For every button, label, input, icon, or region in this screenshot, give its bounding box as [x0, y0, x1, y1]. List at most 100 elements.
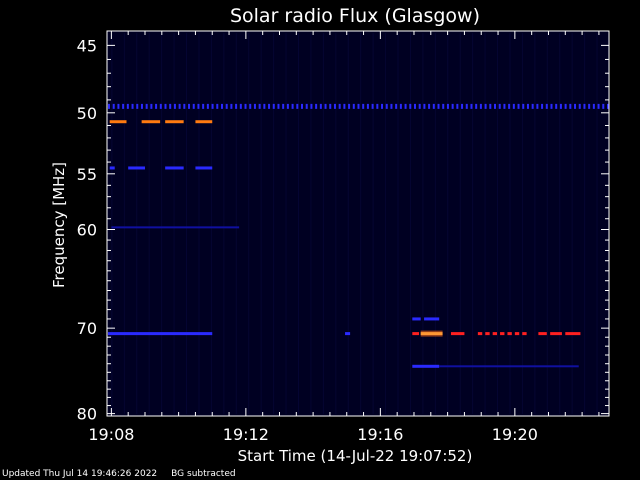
x-tick-label: 19:16	[357, 425, 403, 444]
emission-mark	[423, 103, 426, 109]
chart-title: Solar radio Flux (Glasgow)	[230, 5, 480, 27]
emission-mark	[381, 103, 384, 109]
emission-mark	[550, 332, 562, 336]
background-stripe	[223, 33, 225, 414]
emission-mark	[112, 103, 115, 109]
emission-mark	[545, 103, 548, 109]
emission-mark	[390, 103, 393, 109]
background-stripe	[360, 33, 362, 414]
emission-mark	[555, 103, 558, 109]
emission-mark	[225, 103, 228, 109]
y-tick-label: 50	[77, 104, 97, 123]
background-stripe	[422, 33, 424, 414]
y-tick-label: 80	[77, 405, 97, 424]
emission-mark	[526, 103, 529, 109]
emission-mark	[362, 103, 365, 109]
emission-mark	[253, 103, 256, 109]
background-stripe	[571, 33, 573, 414]
emission-mark	[456, 103, 459, 109]
background-stripe	[310, 33, 312, 414]
updated-timestamp: Updated Thu Jul 14 19:46:26 2022	[2, 469, 158, 479]
background-stripe	[484, 33, 486, 414]
background-stripe	[248, 33, 250, 414]
background-stripe	[186, 33, 188, 414]
footer: Updated Thu Jul 14 19:46:26 2022 BG subtr…	[2, 469, 250, 479]
emission-mark	[131, 103, 134, 109]
emission-mark	[216, 103, 219, 109]
emission-mark	[371, 103, 374, 109]
background-stripe	[297, 33, 299, 414]
emission-mark	[514, 332, 520, 336]
emission-mark	[424, 317, 440, 321]
emission-mark	[117, 103, 120, 109]
background-stripe	[372, 33, 374, 414]
emission-mark	[477, 332, 483, 336]
background-stripe	[285, 33, 287, 414]
emission-mark	[197, 103, 200, 109]
emission-mark	[108, 103, 111, 109]
emission-mark	[517, 103, 520, 109]
emission-mark	[122, 103, 125, 109]
x-axis: 19:08 19:12 19:16 19:20	[88, 31, 600, 444]
background-stripe	[173, 33, 175, 414]
emission-mark	[141, 120, 161, 124]
emission-mark	[202, 103, 205, 109]
background-stripe	[397, 33, 399, 414]
emission-mark	[286, 103, 289, 109]
background-stripe	[434, 33, 436, 414]
emission-mark	[538, 332, 547, 336]
emission-mark	[165, 166, 184, 170]
background-stripe	[148, 33, 150, 414]
emission-mark	[475, 103, 478, 109]
emission-mark	[498, 103, 501, 109]
background-stripe	[123, 33, 125, 414]
emission-mark	[164, 103, 167, 109]
emission-mark	[272, 103, 275, 109]
emission-mark	[324, 103, 327, 109]
emission-mark	[165, 120, 184, 124]
emission-mark	[291, 103, 294, 109]
background-stripe	[111, 33, 113, 414]
emission-mark	[592, 103, 595, 109]
emission-mark	[412, 317, 421, 321]
emission-mark	[418, 103, 421, 109]
emission-mark	[305, 103, 308, 109]
emission-mark	[343, 103, 346, 109]
background-stripe	[534, 33, 536, 414]
background-stripe	[198, 33, 200, 414]
emission-mark	[173, 103, 176, 109]
emission-mark	[569, 103, 572, 109]
emission-mark	[263, 103, 266, 109]
emission-mark	[150, 103, 153, 109]
emission-mark	[296, 103, 299, 109]
emission-mark	[333, 103, 336, 109]
emission-mark	[479, 103, 482, 109]
emission-mark	[239, 103, 242, 109]
emission-mark	[484, 103, 487, 109]
background-note: BG subtracted	[171, 469, 236, 479]
y-tick-label: 70	[77, 319, 97, 338]
y-tick-label: 60	[77, 220, 97, 239]
plot-frame	[106, 30, 610, 417]
emission-mark	[183, 103, 186, 109]
emission-mark	[301, 103, 304, 109]
emission-mark	[399, 103, 402, 109]
y-tick-label: 55	[77, 165, 97, 184]
emission-mark	[536, 103, 539, 109]
x-tick-label: 19:20	[492, 425, 538, 444]
emission-mark	[211, 103, 214, 109]
x-tick-label: 19:08	[88, 425, 134, 444]
background-stripe	[347, 33, 349, 414]
emission-mark	[597, 103, 600, 109]
background-stripe	[235, 33, 237, 414]
emission-mark	[412, 364, 440, 368]
emission-mark	[192, 103, 195, 109]
background-stripe	[409, 33, 411, 414]
background-stripe	[447, 33, 449, 414]
background-stripe	[559, 33, 561, 414]
emission-mark	[385, 103, 388, 109]
background-stripe	[459, 33, 461, 414]
emission-mark	[268, 103, 271, 109]
emission-mark	[564, 103, 567, 109]
emission-mark	[366, 103, 369, 109]
